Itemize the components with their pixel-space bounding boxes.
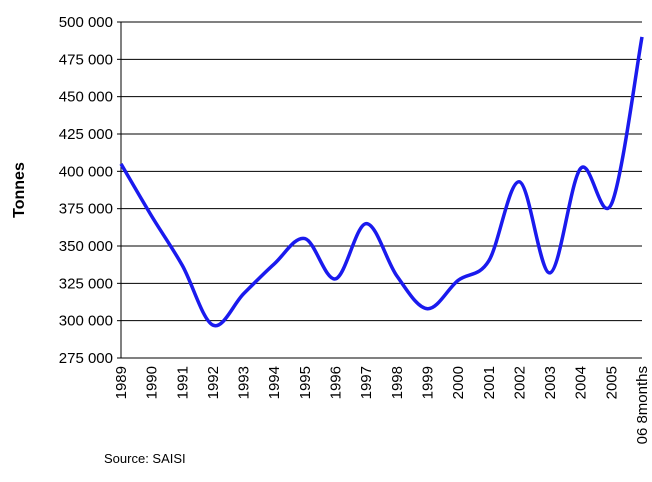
data-line — [119, 36, 644, 328]
x-tick-label: 1993 — [236, 366, 253, 399]
y-tick-label: 300 000 — [59, 313, 113, 330]
y-tick-label: 350 000 — [59, 238, 113, 255]
x-tick-label: 1994 — [266, 366, 283, 399]
y-tick-label: 275 000 — [59, 350, 113, 367]
y-tick-label: 325 000 — [59, 275, 113, 292]
y-tick-label: 450 000 — [59, 89, 113, 106]
y-axis-label: Tonnes — [11, 162, 28, 218]
x-tick-label: 1996 — [328, 366, 345, 399]
x-tick-label: 1995 — [297, 366, 314, 399]
x-tick-label: 1997 — [358, 366, 375, 399]
source-note: Source: SAISI — [104, 451, 186, 466]
x-tick-label: 2002 — [511, 366, 528, 399]
x-tick-label: 1999 — [419, 366, 436, 399]
x-tick-label: 1992 — [205, 366, 222, 399]
x-tick-label: 1990 — [144, 366, 161, 399]
x-tick-label: 2003 — [542, 366, 559, 399]
x-tick-label: 1989 — [113, 366, 130, 399]
x-tick-label: 2000 — [450, 366, 467, 399]
y-tick-label: 500 000 — [59, 14, 113, 31]
y-tick-label: 375 000 — [59, 201, 113, 218]
y-tick-label: 400 000 — [59, 163, 113, 180]
x-tick-label: 06 8months — [634, 366, 651, 444]
x-tick-label: 2004 — [573, 366, 590, 399]
x-tick-label: 2001 — [481, 366, 498, 399]
y-tick-label: 425 000 — [59, 126, 113, 143]
x-tick-label: 2005 — [603, 366, 620, 399]
x-tick-label: 1991 — [174, 366, 191, 399]
y-tick-label: 475 000 — [59, 51, 113, 68]
x-tick-label: 1998 — [389, 366, 406, 399]
